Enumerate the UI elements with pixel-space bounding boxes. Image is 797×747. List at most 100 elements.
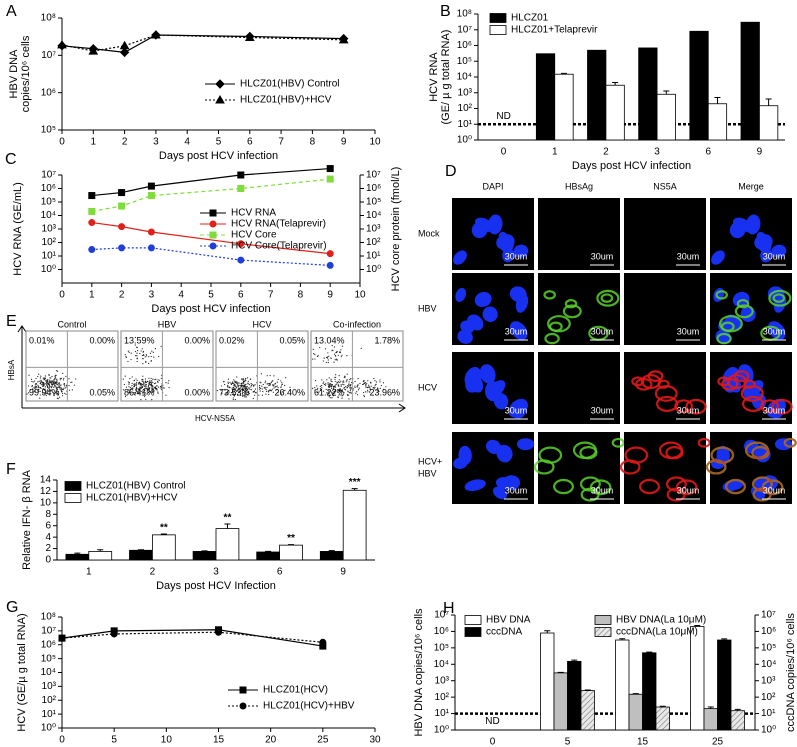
nucleus [479,364,496,384]
series-line [61,34,344,53]
event-dot [343,384,345,386]
stain [665,476,687,492]
event-dot [142,381,145,383]
event-dot [274,383,276,385]
event-dot [350,384,352,386]
marker [319,638,327,646]
event-dot [227,386,229,388]
marker [119,40,130,50]
flow-plot: HCV 0.02% 0.05% 73.53% 26.40% [215,319,309,402]
nucleus [509,286,527,302]
event-dot [151,388,153,390]
event-dot [340,356,342,358]
event-dot [63,377,65,379]
event-dot [45,384,47,386]
marker [110,630,118,638]
stain [720,321,735,332]
x-tick-label: 4 [178,290,184,301]
event-dot [343,387,345,389]
panel-letter: G [6,599,18,616]
event-dot [271,388,273,390]
event-dot [55,382,57,384]
event-dot [284,389,286,391]
error-bar [224,523,231,529]
error-bar [632,693,639,695]
y-tick-label: 10² [42,237,57,248]
event-dot [328,392,330,394]
event-dot [156,388,158,390]
bar [656,93,676,141]
event-dot [29,389,32,391]
event-dot [142,363,144,365]
marker [118,244,126,252]
event-dot [354,385,356,387]
event-dot [151,386,153,388]
event-dot [358,387,360,389]
event-dot [370,385,372,387]
event-dot [154,382,157,384]
event-dot [168,380,170,382]
event-dot [127,360,129,363]
quadrant-percent: 23.96% [369,387,400,397]
event-dot [38,373,40,375]
event-dot [35,383,37,385]
panel-letter: H [443,600,455,617]
event-dot [319,389,322,392]
x-tick-label: 20 [265,735,277,746]
event-dot [143,385,146,387]
event-dot [365,386,367,388]
y-tick-label: 10¹ [42,251,57,262]
nucleus [711,250,725,265]
event-dot [235,380,237,382]
event-dot [53,384,55,386]
y2-tick-label: 10⁰ [366,264,381,275]
event-dot [234,383,236,385]
event-dot [28,374,30,376]
x-axis-label: Days post HCV Infection [156,580,276,592]
event-dot [123,383,125,386]
nucleus [492,486,507,500]
event-dot [347,390,349,392]
event-dot [265,388,267,391]
marker [215,79,225,89]
event-dot [379,387,381,389]
event-dot [374,386,376,388]
event-dot [168,386,170,389]
event-dot [135,390,137,392]
event-dot [141,385,143,388]
event-dot [145,386,147,388]
event-dot [145,384,148,386]
x-tick-label: 25 [712,737,724,747]
nucleus [474,291,492,308]
event-dot [147,387,149,389]
y-tick-label: 10⁷ [41,50,56,61]
stain [740,385,764,402]
event-dot [144,387,146,390]
stain [562,304,582,319]
event-dot [342,383,344,385]
event-dot [335,390,337,392]
event-dot [369,387,371,389]
event-dot [330,380,332,382]
event-dot [246,389,248,391]
event-dot [248,390,250,392]
stain [639,478,660,495]
event-dot [234,398,236,401]
y-axis-label: (GE/ µ g total RNA) [440,30,452,125]
column-header: HBsAg [565,181,593,191]
marker [239,686,247,694]
event-dot [365,385,367,387]
event-dot [267,383,269,385]
event-dot [328,355,330,357]
event-dot [133,392,135,394]
event-dot [224,388,226,391]
x-tick-label: 5 [111,735,117,746]
event-dot [332,395,335,397]
y2-tick-label: 10⁵ [761,642,776,653]
event-dot [50,381,52,384]
event-dot [341,345,344,347]
y2-tick-label: 10⁵ [366,197,381,208]
bar [151,534,176,561]
event-dot [248,392,251,395]
event-dot [357,378,359,380]
